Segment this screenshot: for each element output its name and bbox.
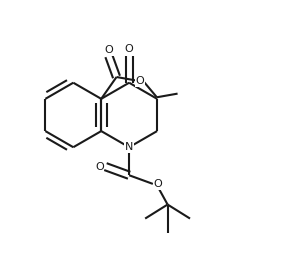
Text: O: O xyxy=(105,45,113,55)
Text: O: O xyxy=(125,44,133,54)
Text: O: O xyxy=(95,162,104,172)
Text: O: O xyxy=(135,76,144,86)
Text: N: N xyxy=(125,142,133,152)
Text: O: O xyxy=(154,179,162,189)
